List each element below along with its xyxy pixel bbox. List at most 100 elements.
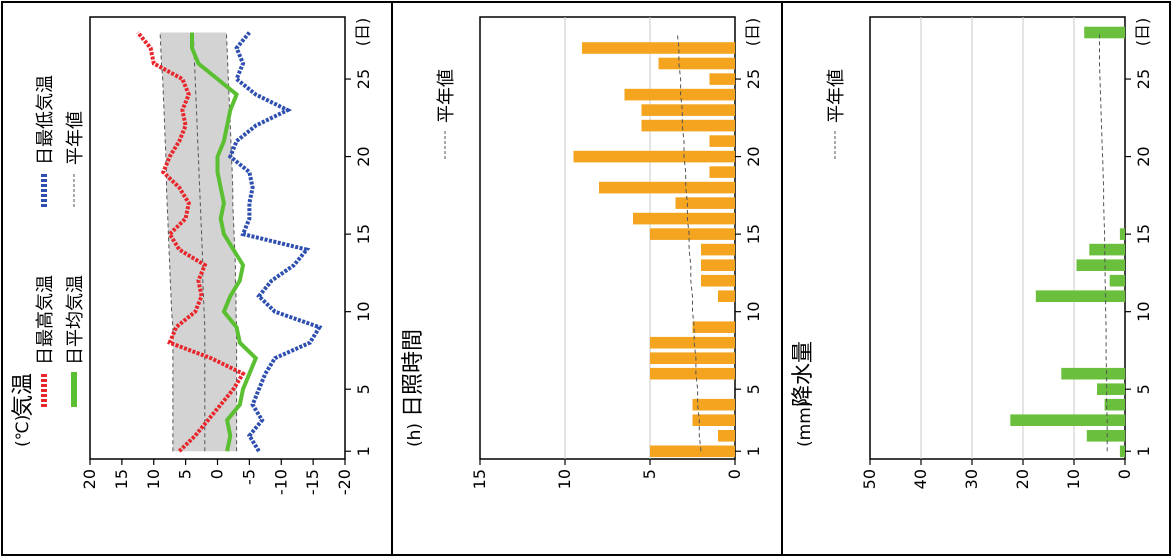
temperature-legend: 日最高気温 日最低気温 日平均気温 平年値: [35, 75, 86, 407]
x-tick-label: 5: [744, 384, 763, 394]
y-tick-label: 40: [911, 469, 930, 489]
precipitation-unit-label: (mm): [795, 401, 815, 447]
x-tick-label: 1: [744, 446, 763, 456]
sunshine-x-unit-label: (日): [743, 18, 762, 47]
y-tick-label: -15: [303, 469, 322, 495]
precipitation-plot-area: [869, 16, 1126, 460]
bar: [650, 336, 735, 349]
bar: [650, 445, 735, 458]
bar: [1109, 274, 1125, 287]
precipitation-y-ticks: 50 40 30 20 10 0: [860, 459, 1134, 489]
y-tick-label: 0: [1115, 469, 1134, 479]
x-tick-label: 10: [1134, 301, 1153, 321]
x-tick-label: 10: [354, 301, 373, 321]
bar: [701, 259, 735, 271]
y-tick-label: 30: [962, 469, 981, 489]
y-tick-label: -20: [335, 469, 354, 495]
x-tick-label: 5: [354, 384, 373, 394]
temperature-x-unit-label: (日): [353, 18, 372, 47]
x-tick-label: 1: [354, 446, 373, 456]
bar: [701, 243, 735, 256]
x-tick-label: 25: [744, 69, 763, 89]
bar: [709, 73, 735, 85]
normal-band-area: [160, 32, 237, 452]
bar: [641, 119, 735, 132]
sunshine-unit-label: (h): [405, 423, 425, 447]
bar: [1097, 383, 1125, 395]
bar: [650, 228, 735, 240]
bar: [1035, 290, 1126, 302]
bar: [1084, 26, 1125, 39]
temperature-unit-label: (℃): [13, 415, 33, 447]
sunshine-normal-line: [676, 32, 702, 452]
bar: [599, 181, 735, 194]
y-tick-label: 0: [725, 469, 744, 479]
y-tick-label: 50: [860, 469, 879, 489]
precipitation-gridlines: [920, 17, 1075, 459]
bar: [1119, 228, 1126, 240]
y-tick-label: 5: [176, 469, 195, 479]
series-min-line: [227, 31, 323, 453]
sunshine-y-ticks: 15 10 5 0: [470, 459, 744, 489]
x-tick-label: 20: [1134, 146, 1153, 166]
bar: [1076, 259, 1125, 271]
bar: [658, 57, 735, 70]
y-tick-label: -10: [271, 469, 290, 495]
bar: [692, 321, 735, 333]
temperature-y-ticks: 20 15 10 5 0 -5 -10 -15 -20: [80, 459, 354, 495]
x-tick-label: 1: [1134, 446, 1153, 456]
bar: [641, 104, 735, 116]
legend-normal-label: 平年値: [65, 111, 86, 165]
y-tick-label: 10: [1064, 469, 1083, 489]
sunshine-anchor: [432, 17, 433, 77]
bar: [1089, 243, 1126, 256]
bar: [650, 352, 735, 364]
x-tick-label: 15: [744, 224, 763, 244]
bar: [718, 429, 735, 442]
bar: [1119, 445, 1126, 458]
temperature-normal-band: [160, 32, 237, 452]
bar: [692, 398, 735, 411]
precipitation-bars: [1010, 26, 1126, 458]
bar: [675, 197, 735, 209]
bar: [718, 290, 735, 302]
x-tick-label: 15: [354, 224, 373, 244]
bar: [573, 150, 735, 163]
bar: [1061, 367, 1126, 380]
bar: [692, 414, 735, 426]
x-tick-label: 25: [354, 69, 373, 89]
x-tick-label: 20: [354, 146, 373, 166]
series-max-line: [136, 31, 246, 453]
y-tick-label: 20: [80, 469, 99, 489]
y-tick-label: 10: [144, 469, 163, 489]
y-tick-label: 5: [640, 469, 659, 479]
x-tick-label: 5: [1134, 384, 1153, 394]
precipitation-legend-label: 平年値: [826, 69, 847, 123]
precipitation-title: 降水量: [791, 341, 816, 407]
bar: [709, 135, 735, 147]
normal-line: [676, 32, 702, 452]
y-tick-label: 15: [112, 469, 131, 489]
legend-min-label: 日最低気温: [35, 75, 56, 165]
bar: [1010, 414, 1126, 426]
y-tick-label: 15: [470, 469, 489, 489]
sunshine-title: 日照時間: [401, 329, 426, 417]
temperature-title: 気温: [11, 373, 36, 417]
x-tick-label: 10: [744, 301, 763, 321]
precipitation-x-unit-label: (日): [1133, 18, 1152, 47]
bar: [624, 88, 735, 101]
bar: [650, 367, 735, 380]
bar: [1104, 398, 1125, 411]
x-tick-label: 25: [1134, 69, 1153, 89]
x-tick-label: 15: [1134, 224, 1153, 244]
y-tick-label: -5: [239, 469, 258, 485]
sunshine-legend-label: 平年値: [436, 69, 457, 123]
bar: [1086, 429, 1126, 442]
